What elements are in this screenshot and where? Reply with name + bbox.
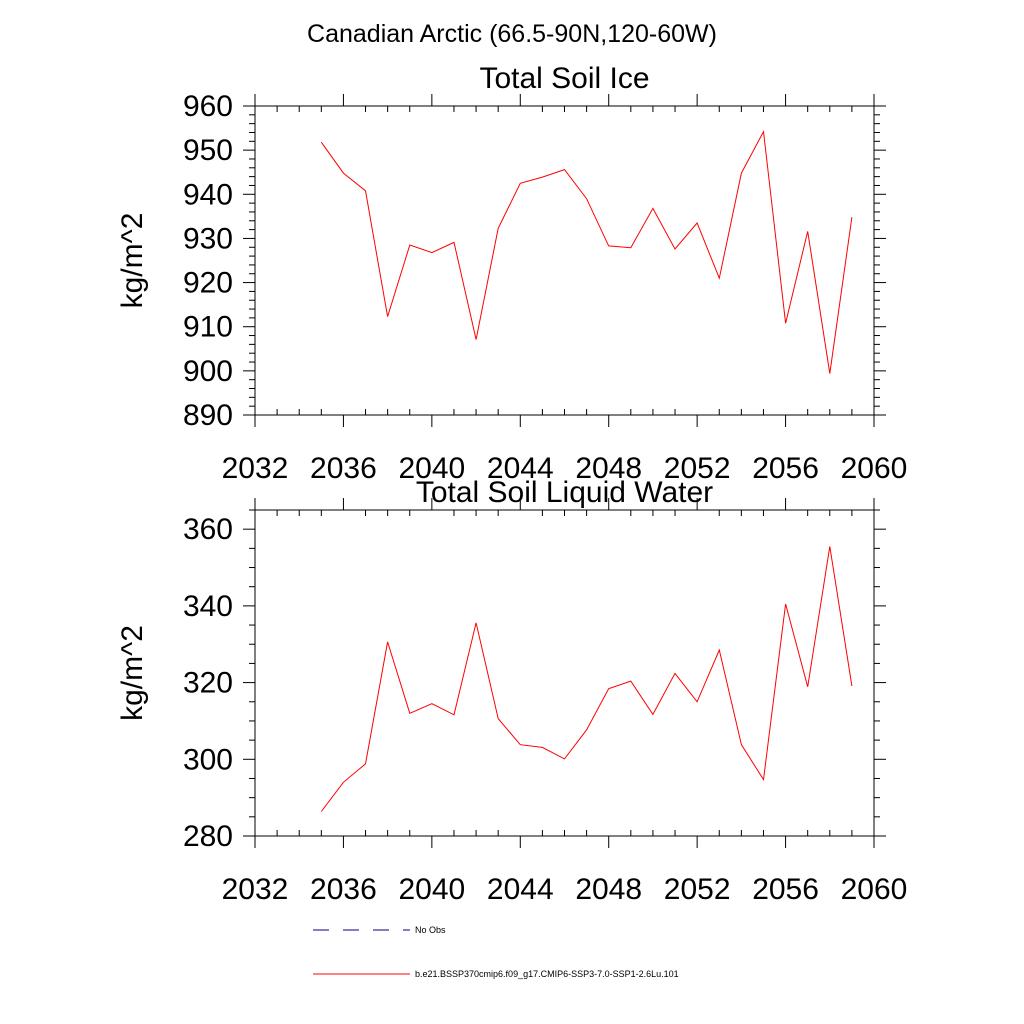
x-tick-label: 2052	[664, 873, 731, 906]
y-tick-label: 300	[183, 743, 233, 776]
data-point-2039	[408, 712, 411, 715]
series-line-0	[320, 546, 853, 812]
x-tick-label: 2060	[841, 873, 908, 906]
x-tick-label: 2044	[487, 873, 554, 906]
data-point-2056	[784, 603, 787, 606]
data-point-2038	[386, 640, 389, 643]
y-tick-label: 940	[183, 178, 233, 211]
data-point-2050	[651, 207, 654, 210]
data-point-2058	[828, 545, 831, 548]
data-point-2059	[850, 685, 853, 688]
y-tick-label: 910	[183, 311, 233, 344]
y-tick-label: 960	[183, 90, 233, 123]
legend-entry-model-run: b.e21.BSSP370cmip6.f09_g17.CMIP6-SSP3-7.…	[313, 969, 679, 979]
chart-title: Total Soil Liquid Water	[416, 476, 713, 509]
data-point-2040	[430, 702, 433, 705]
data-point-2043	[497, 227, 500, 230]
x-tick-label: 2052	[664, 452, 731, 485]
data-point-2055	[762, 130, 765, 133]
data-point-2037	[364, 189, 367, 192]
x-tick-label: 2040	[398, 873, 465, 906]
x-tick-label: 2056	[752, 452, 819, 485]
data-point-2041	[453, 241, 456, 244]
data-point-2035	[320, 810, 323, 813]
y-axis-label: kg/m^2	[116, 625, 149, 721]
data-point-2035	[320, 141, 323, 144]
data-point-2057	[806, 230, 809, 233]
y-axis-label: kg/m^2	[116, 213, 149, 309]
plot-frame	[254, 509, 875, 837]
y-tick-label: 920	[183, 267, 233, 300]
data-point-2052	[696, 222, 699, 225]
x-tick-label: 2044	[487, 452, 554, 485]
data-point-2047	[585, 197, 588, 200]
y-tick-label: 930	[183, 222, 233, 255]
legend: No Obs b.e21.BSSP370cmip6.f09_g17.CMIP6-…	[313, 925, 679, 979]
x-tick-label: 2048	[575, 873, 642, 906]
legend-entry-no-obs: No Obs	[313, 925, 446, 935]
data-point-2052	[696, 700, 699, 703]
data-point-2056	[784, 322, 787, 325]
data-point-2054	[740, 172, 743, 175]
data-point-2053	[718, 649, 721, 652]
data-point-2040	[430, 251, 433, 254]
data-point-2053	[718, 277, 721, 280]
y-tick-label: 360	[183, 513, 233, 546]
y-tick-label: 280	[183, 820, 233, 853]
data-point-2044	[519, 743, 522, 746]
x-tick-label: 2036	[310, 452, 377, 485]
chart-total-soil-liquid-water: Total Soil Liquid Water kg/m^2 2032 2036 204…	[116, 476, 907, 906]
data-point-2048	[607, 244, 610, 247]
y-tick-label: 340	[183, 590, 233, 623]
legend-label-model-run: b.e21.BSSP370cmip6.f09_g17.CMIP6-SSP3-7.…	[415, 969, 679, 979]
figure-suptitle: Canadian Arctic (66.5-90N,120-60W)	[307, 20, 717, 48]
x-tick-label: 2056	[752, 873, 819, 906]
data-point-2054	[740, 743, 743, 746]
data-point-2042	[475, 338, 478, 341]
data-point-2036	[342, 781, 345, 784]
data-point-2046	[563, 168, 566, 171]
data-point-2051	[674, 248, 677, 251]
chart-total-soil-ice: Total Soil Ice kg/m^2 2032 2036 2040 2044 2048…	[116, 62, 907, 485]
y-tick-label: 950	[183, 134, 233, 167]
data-point-2045	[541, 176, 544, 179]
data-point-2039	[408, 244, 411, 247]
data-point-2051	[674, 672, 677, 675]
data-point-2058	[828, 372, 831, 375]
data-point-2057	[806, 685, 809, 688]
y-tick-label: 320	[183, 667, 233, 700]
x-tick-label: 2036	[310, 873, 377, 906]
data-point-2055	[762, 778, 765, 781]
data-point-2050	[651, 713, 654, 716]
data-point-2036	[342, 172, 345, 175]
data-point-2045	[541, 746, 544, 749]
data-point-2038	[386, 315, 389, 318]
series-line-0	[320, 129, 853, 374]
data-point-2059	[850, 216, 853, 219]
data-point-2041	[453, 713, 456, 716]
data-point-2046	[563, 757, 566, 760]
x-tick-label: 2060	[841, 452, 908, 485]
data-point-2047	[585, 728, 588, 731]
x-tick-label: 2040	[398, 452, 465, 485]
legend-label-no-obs: No Obs	[415, 925, 446, 935]
plot-frame	[254, 105, 875, 416]
data-point-2042	[475, 621, 478, 624]
data-point-2049	[629, 246, 632, 249]
x-tick-label: 2048	[575, 452, 642, 485]
chart-title: Total Soil Ice	[479, 62, 649, 95]
data-point-2048	[607, 687, 610, 690]
x-tick-label: 2032	[222, 452, 289, 485]
y-tick-label: 900	[183, 355, 233, 388]
data-point-2037	[364, 762, 367, 765]
data-point-2049	[629, 680, 632, 683]
x-tick-label: 2032	[222, 873, 289, 906]
data-point-2044	[519, 182, 522, 185]
y-tick-label: 890	[183, 399, 233, 432]
data-point-2043	[497, 717, 500, 720]
